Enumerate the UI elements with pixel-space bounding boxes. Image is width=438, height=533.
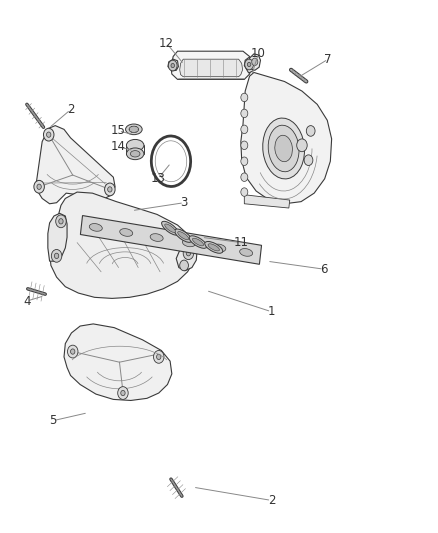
Ellipse shape	[162, 221, 179, 235]
Ellipse shape	[120, 229, 133, 236]
Circle shape	[186, 251, 191, 256]
Circle shape	[241, 125, 248, 134]
Ellipse shape	[165, 224, 176, 232]
Ellipse shape	[189, 236, 207, 248]
Circle shape	[51, 249, 62, 262]
Circle shape	[131, 132, 132, 133]
Ellipse shape	[268, 125, 299, 172]
Circle shape	[46, 132, 51, 138]
Text: 6: 6	[320, 263, 328, 276]
Polygon shape	[168, 59, 178, 71]
Polygon shape	[48, 213, 67, 261]
Text: 5: 5	[49, 414, 57, 427]
Ellipse shape	[89, 223, 102, 231]
Polygon shape	[241, 72, 332, 204]
Circle shape	[168, 60, 177, 71]
Circle shape	[241, 141, 248, 150]
Ellipse shape	[275, 135, 293, 161]
Text: 1: 1	[268, 305, 275, 318]
Circle shape	[241, 93, 248, 102]
Polygon shape	[244, 195, 290, 208]
Circle shape	[180, 260, 188, 271]
Text: 11: 11	[233, 236, 248, 249]
Circle shape	[241, 173, 248, 181]
Circle shape	[304, 155, 313, 165]
Circle shape	[241, 109, 248, 118]
Circle shape	[54, 253, 59, 259]
Ellipse shape	[150, 233, 163, 241]
Text: 3: 3	[180, 196, 188, 209]
Ellipse shape	[127, 140, 144, 151]
Ellipse shape	[127, 148, 144, 160]
Circle shape	[183, 247, 194, 260]
Ellipse shape	[131, 151, 140, 157]
Circle shape	[153, 351, 164, 364]
Polygon shape	[180, 59, 243, 77]
Ellipse shape	[175, 229, 192, 243]
Circle shape	[105, 183, 115, 196]
Ellipse shape	[213, 244, 226, 252]
Ellipse shape	[126, 124, 142, 135]
Ellipse shape	[129, 126, 139, 133]
Circle shape	[252, 58, 258, 66]
Circle shape	[118, 386, 128, 399]
Polygon shape	[36, 126, 115, 204]
Circle shape	[59, 219, 63, 224]
Circle shape	[136, 126, 137, 127]
Polygon shape	[250, 54, 261, 70]
Circle shape	[37, 184, 41, 189]
Ellipse shape	[205, 241, 223, 253]
Polygon shape	[176, 239, 197, 271]
Polygon shape	[171, 51, 252, 79]
Text: 14: 14	[111, 140, 126, 154]
Text: 15: 15	[111, 124, 126, 138]
Circle shape	[138, 129, 139, 130]
Text: 13: 13	[150, 172, 165, 185]
Circle shape	[129, 129, 130, 130]
Polygon shape	[81, 215, 261, 264]
Ellipse shape	[240, 248, 253, 256]
Ellipse shape	[263, 118, 304, 179]
Ellipse shape	[178, 231, 189, 240]
Circle shape	[56, 215, 66, 228]
Text: 7: 7	[325, 53, 332, 66]
Circle shape	[108, 187, 112, 192]
Text: 10: 10	[251, 47, 266, 60]
Circle shape	[43, 128, 54, 141]
Ellipse shape	[182, 239, 195, 247]
Circle shape	[131, 126, 132, 127]
Circle shape	[34, 180, 44, 193]
Circle shape	[247, 62, 251, 67]
Circle shape	[67, 345, 78, 358]
Circle shape	[241, 188, 248, 196]
Text: 2: 2	[67, 103, 74, 116]
Circle shape	[241, 157, 248, 165]
Ellipse shape	[208, 244, 219, 251]
Circle shape	[245, 59, 254, 70]
Circle shape	[156, 354, 161, 360]
Circle shape	[306, 126, 315, 136]
Polygon shape	[49, 192, 195, 298]
Circle shape	[171, 63, 174, 68]
Polygon shape	[64, 324, 172, 400]
Ellipse shape	[192, 238, 204, 246]
Text: 2: 2	[268, 494, 275, 507]
Text: 12: 12	[159, 37, 174, 50]
Circle shape	[297, 139, 307, 152]
Text: 4: 4	[23, 295, 31, 308]
Circle shape	[136, 132, 137, 133]
Polygon shape	[244, 58, 255, 73]
Circle shape	[71, 349, 75, 354]
Circle shape	[121, 390, 125, 395]
